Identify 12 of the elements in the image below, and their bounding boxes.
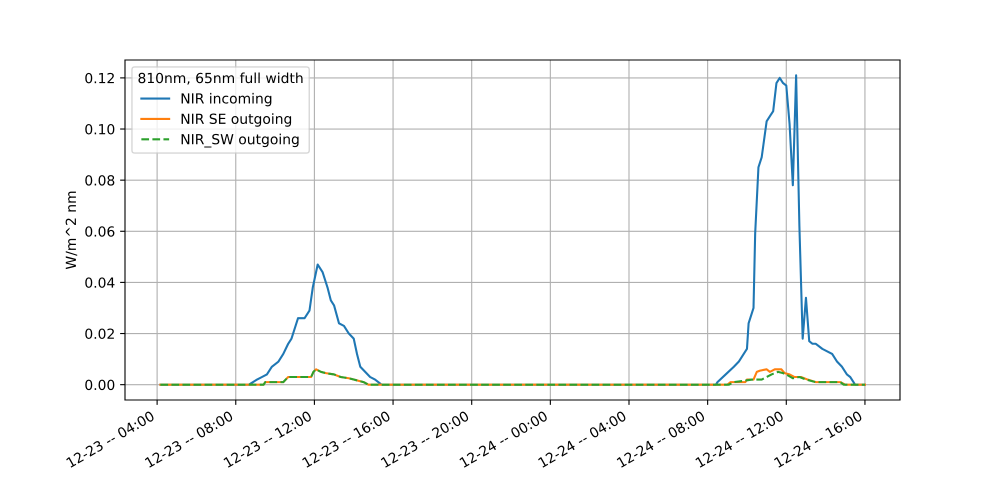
y-axis-title: W/m^2 nm (66, 192, 78, 270)
y-tick-label: 0.00 (85, 380, 114, 390)
legend-label: NIR incoming (182, 92, 272, 106)
y-tick-label: 0.10 (85, 124, 114, 134)
y-tick-label: 0.08 (85, 175, 114, 186)
legend-label: NIR SE outgoing (182, 113, 292, 127)
legend-title: 810nm, 65nm full width (138, 72, 303, 85)
y-tick-label: 0.06 (85, 226, 114, 237)
legend-label: NIR_SW outgoing (182, 134, 299, 148)
y-tick-label: 0.12 (85, 72, 114, 84)
y-tick-label: 0.02 (85, 328, 114, 340)
y-tick-label: 0.04 (85, 277, 114, 288)
